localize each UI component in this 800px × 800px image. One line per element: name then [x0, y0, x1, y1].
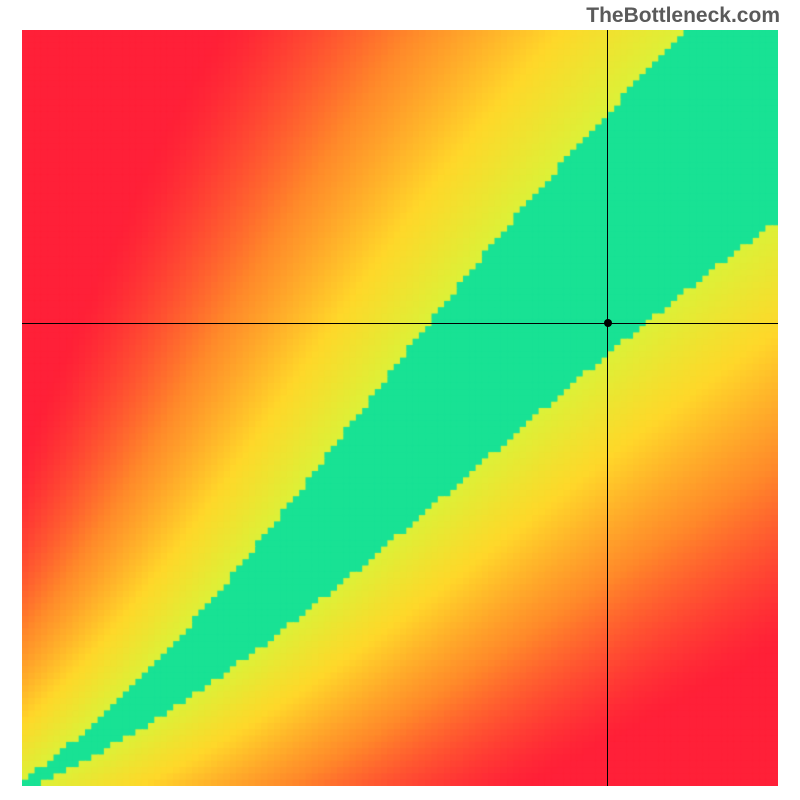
watermark-text: TheBottleneck.com	[586, 4, 780, 28]
crosshair-vertical	[607, 30, 608, 786]
crosshair-marker	[604, 319, 612, 327]
heatmap-plot	[22, 30, 778, 786]
crosshair-horizontal	[22, 323, 778, 324]
chart-container: TheBottleneck.com	[0, 0, 800, 800]
heatmap-canvas	[22, 30, 778, 786]
